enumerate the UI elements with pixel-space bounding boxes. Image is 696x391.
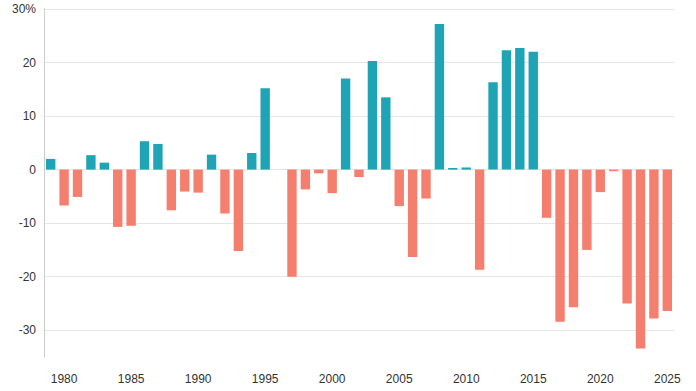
svg-text:-20: -20 xyxy=(19,270,37,284)
svg-text:1980: 1980 xyxy=(51,372,78,386)
svg-text:30%: 30% xyxy=(12,2,36,16)
svg-text:2005: 2005 xyxy=(386,372,413,386)
svg-text:2000: 2000 xyxy=(319,372,346,386)
svg-text:-30: -30 xyxy=(19,323,37,337)
svg-text:2025: 2025 xyxy=(654,372,681,386)
svg-text:10: 10 xyxy=(23,109,37,123)
svg-text:1990: 1990 xyxy=(185,372,212,386)
svg-text:20: 20 xyxy=(23,56,37,70)
svg-text:1985: 1985 xyxy=(118,372,145,386)
svg-text:2015: 2015 xyxy=(520,372,547,386)
svg-text:1995: 1995 xyxy=(252,372,279,386)
svg-text:0: 0 xyxy=(29,163,36,177)
svg-text:2020: 2020 xyxy=(587,372,614,386)
svg-text:-10: -10 xyxy=(19,216,37,230)
svg-text:2010: 2010 xyxy=(453,372,480,386)
